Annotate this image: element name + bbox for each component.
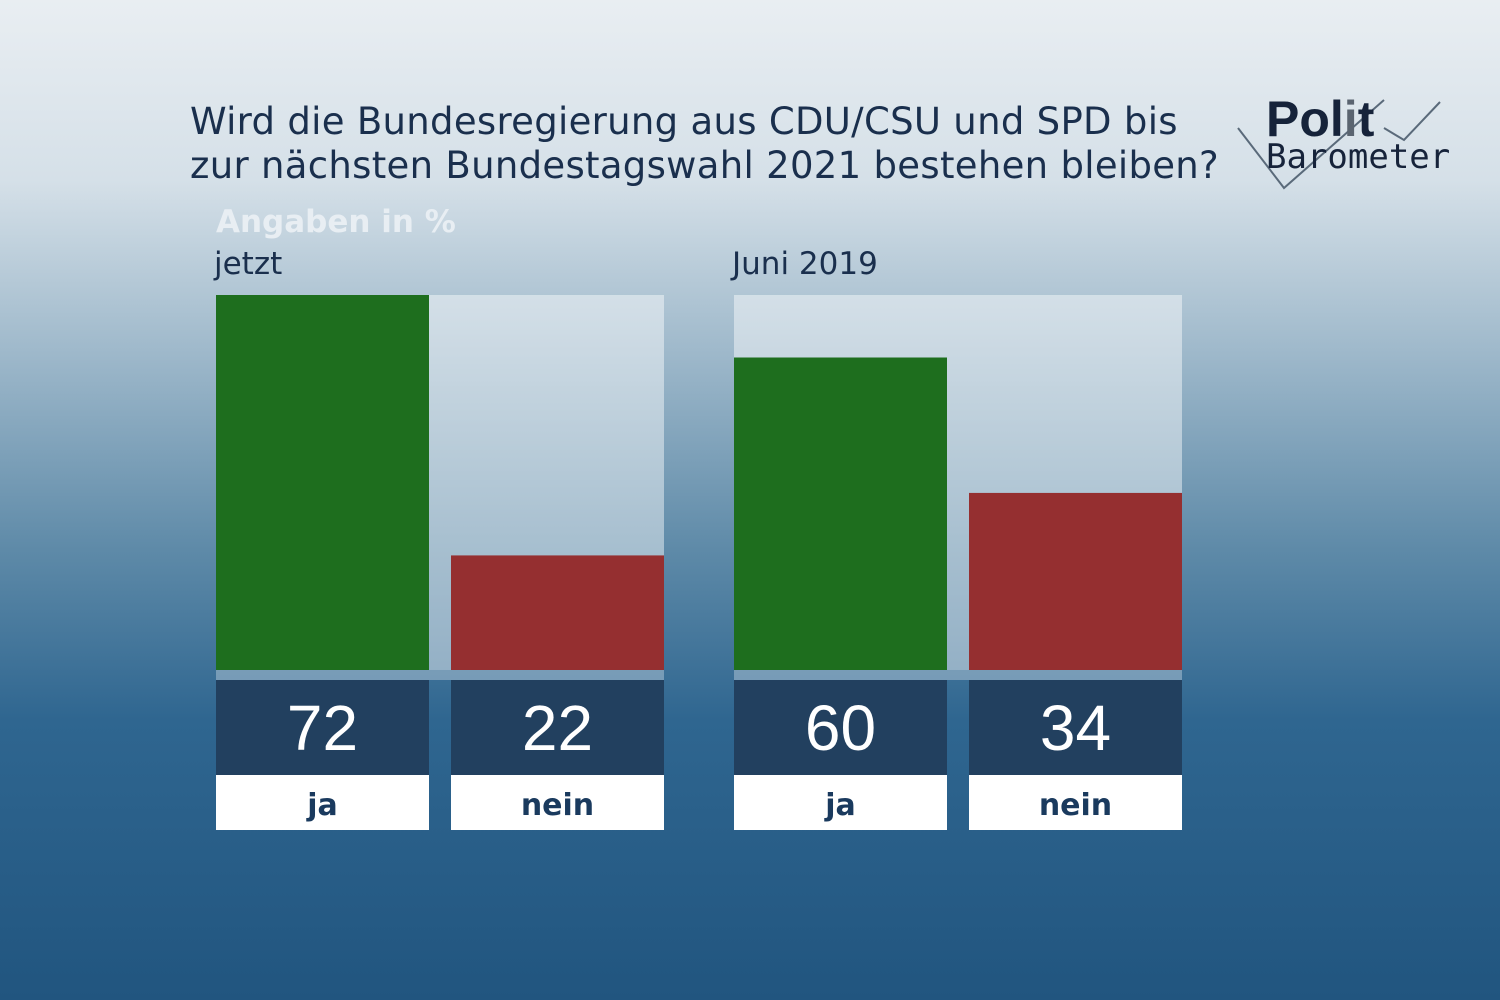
panel-base <box>734 670 1182 680</box>
bar-ja <box>216 295 429 670</box>
category-label: ja <box>306 788 338 823</box>
category-box <box>216 775 429 830</box>
value-box <box>451 680 664 775</box>
data-label: 72 <box>287 692 358 764</box>
value-box <box>216 680 429 775</box>
category-box <box>969 775 1182 830</box>
value-box <box>734 680 947 775</box>
data-label: 34 <box>1040 692 1111 764</box>
category-label: ja <box>824 788 856 823</box>
svg-text:Polit: Polit <box>1266 91 1375 147</box>
value-box <box>969 680 1182 775</box>
chart-title: Wird die Bundesregierung aus CDU/CSU und… <box>190 100 1219 187</box>
data-label: 60 <box>805 692 876 764</box>
politbarometer-logo: Polit Barometer <box>1237 91 1450 190</box>
bar-ja <box>734 357 947 670</box>
group-label-juni-2019: Juni 2019 <box>732 246 878 282</box>
svg-text:Barometer: Barometer <box>1266 137 1450 177</box>
bar-nein <box>451 555 664 670</box>
bar-nein <box>969 492 1182 670</box>
category-label: nein <box>1039 788 1112 823</box>
category-label: nein <box>521 788 594 823</box>
group-label-jetzt: jetzt <box>214 246 283 282</box>
category-box <box>451 775 664 830</box>
unit-label: Angaben in % <box>216 204 456 240</box>
data-label: 22 <box>522 692 593 764</box>
panel-base <box>216 670 664 680</box>
category-box <box>734 775 947 830</box>
